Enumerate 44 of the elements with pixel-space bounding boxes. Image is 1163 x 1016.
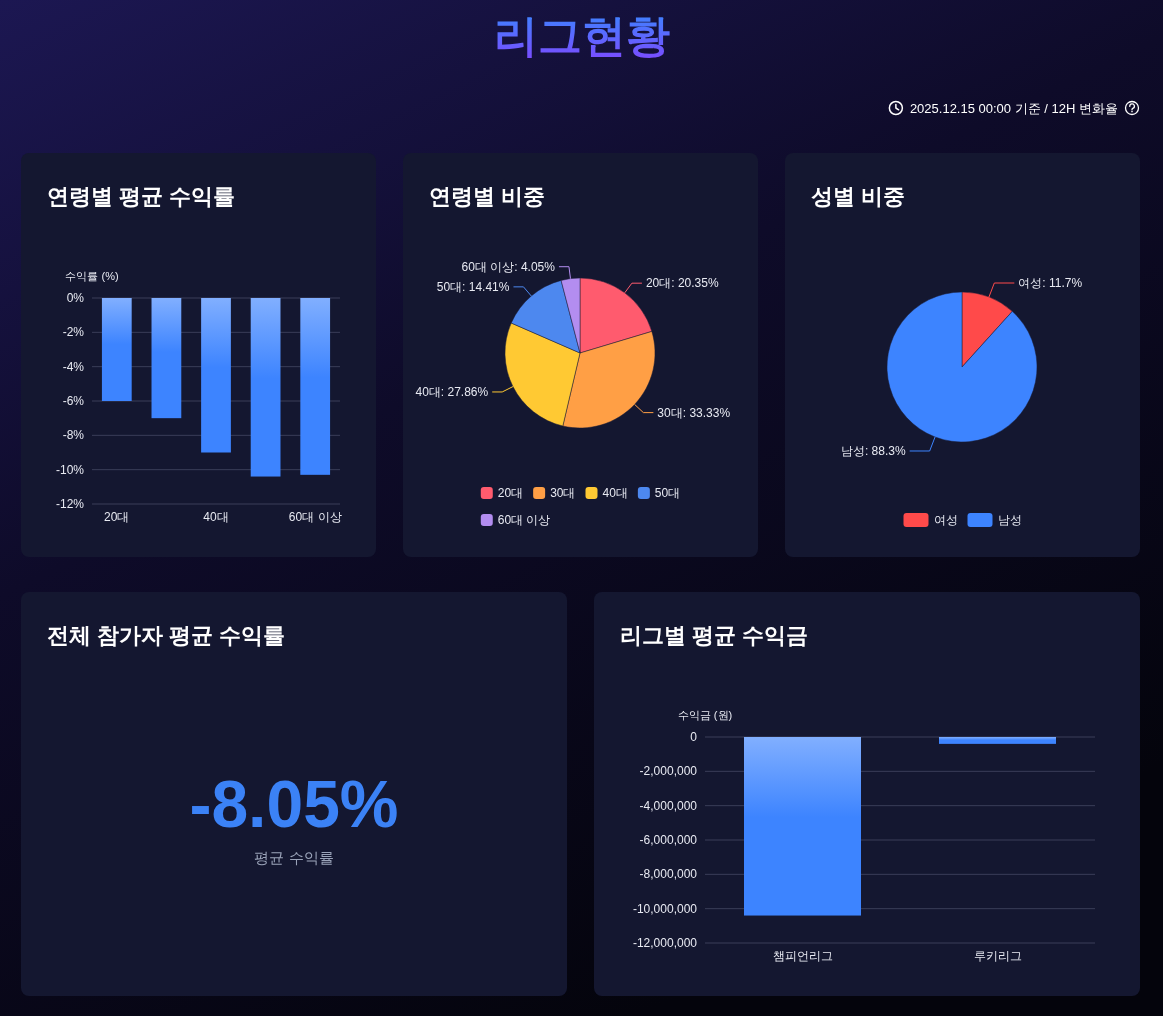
x-tick-label: 챔피언리그 <box>772 949 833 963</box>
data-label: 여성: 11.7% <box>1018 276 1083 291</box>
data-label: 50대: 14.41% <box>436 279 510 294</box>
legend-label: 남성 <box>997 513 1022 527</box>
data-label: -8.05% <box>189 767 399 841</box>
text: 2025.12.15 00:00 기준 / 12H 변화율 <box>909 100 1118 116</box>
y-tick-label: 0 <box>690 730 698 744</box>
legend-label: 40대 <box>602 486 628 500</box>
y-tick-label: -8% <box>62 428 85 443</box>
data-label: 40대: 27.86% <box>415 384 489 399</box>
chart-title: 연령별 비중 <box>429 183 546 209</box>
x-tick-label: 60대 이상 <box>288 510 342 524</box>
legend-label: 20대 <box>497 486 524 500</box>
pie-slice <box>886 291 1038 443</box>
legend-label: 50대 <box>654 486 681 500</box>
data-label: 20대: 20.35% <box>645 276 719 291</box>
chart-title: 리그별 평균 수익금 <box>620 622 809 648</box>
x-tick-label: 40대 <box>203 510 229 524</box>
data-label: 30대: 33.33% <box>657 405 731 420</box>
y-axis-title: 수익금 (원) <box>677 709 733 721</box>
y-tick-label: -10% <box>55 462 85 477</box>
legend-label: 30대 <box>550 486 576 500</box>
y-tick-label: 0% <box>66 291 85 305</box>
y-tick-label: -2% <box>62 325 85 340</box>
y-tick-label: -10,000,000 <box>632 901 698 916</box>
data-label: 남성: 88.3% <box>840 443 906 458</box>
text: 리그현황 <box>493 10 670 60</box>
data-label: 60대 이상: 4.05% <box>461 259 556 274</box>
y-axis-title: 수익률 (%) <box>65 270 119 282</box>
y-tick-label: -4% <box>62 359 85 374</box>
y-tick-label: -2,000,000 <box>639 764 698 779</box>
y-tick-label: -6,000,000 <box>639 833 698 847</box>
chart-title: 연령별 평균 수익률 <box>47 183 236 209</box>
category-label: 평균 수익률 <box>254 848 334 866</box>
legend-label: 여성 <box>933 513 958 527</box>
chart-title: 성별 비중 <box>811 183 906 209</box>
y-tick-label: -6% <box>62 394 85 408</box>
text: 전체 참가자 평균 수익률 <box>47 622 286 648</box>
x-tick-label: 20대 <box>104 510 130 524</box>
y-tick-label: -4,000,000 <box>639 798 698 813</box>
x-tick-label: 루키리그 <box>973 949 1022 963</box>
y-tick-label: -12% <box>55 497 85 511</box>
y-tick-label: -12,000,000 <box>632 936 698 950</box>
y-tick-label: -8,000,000 <box>639 867 698 882</box>
